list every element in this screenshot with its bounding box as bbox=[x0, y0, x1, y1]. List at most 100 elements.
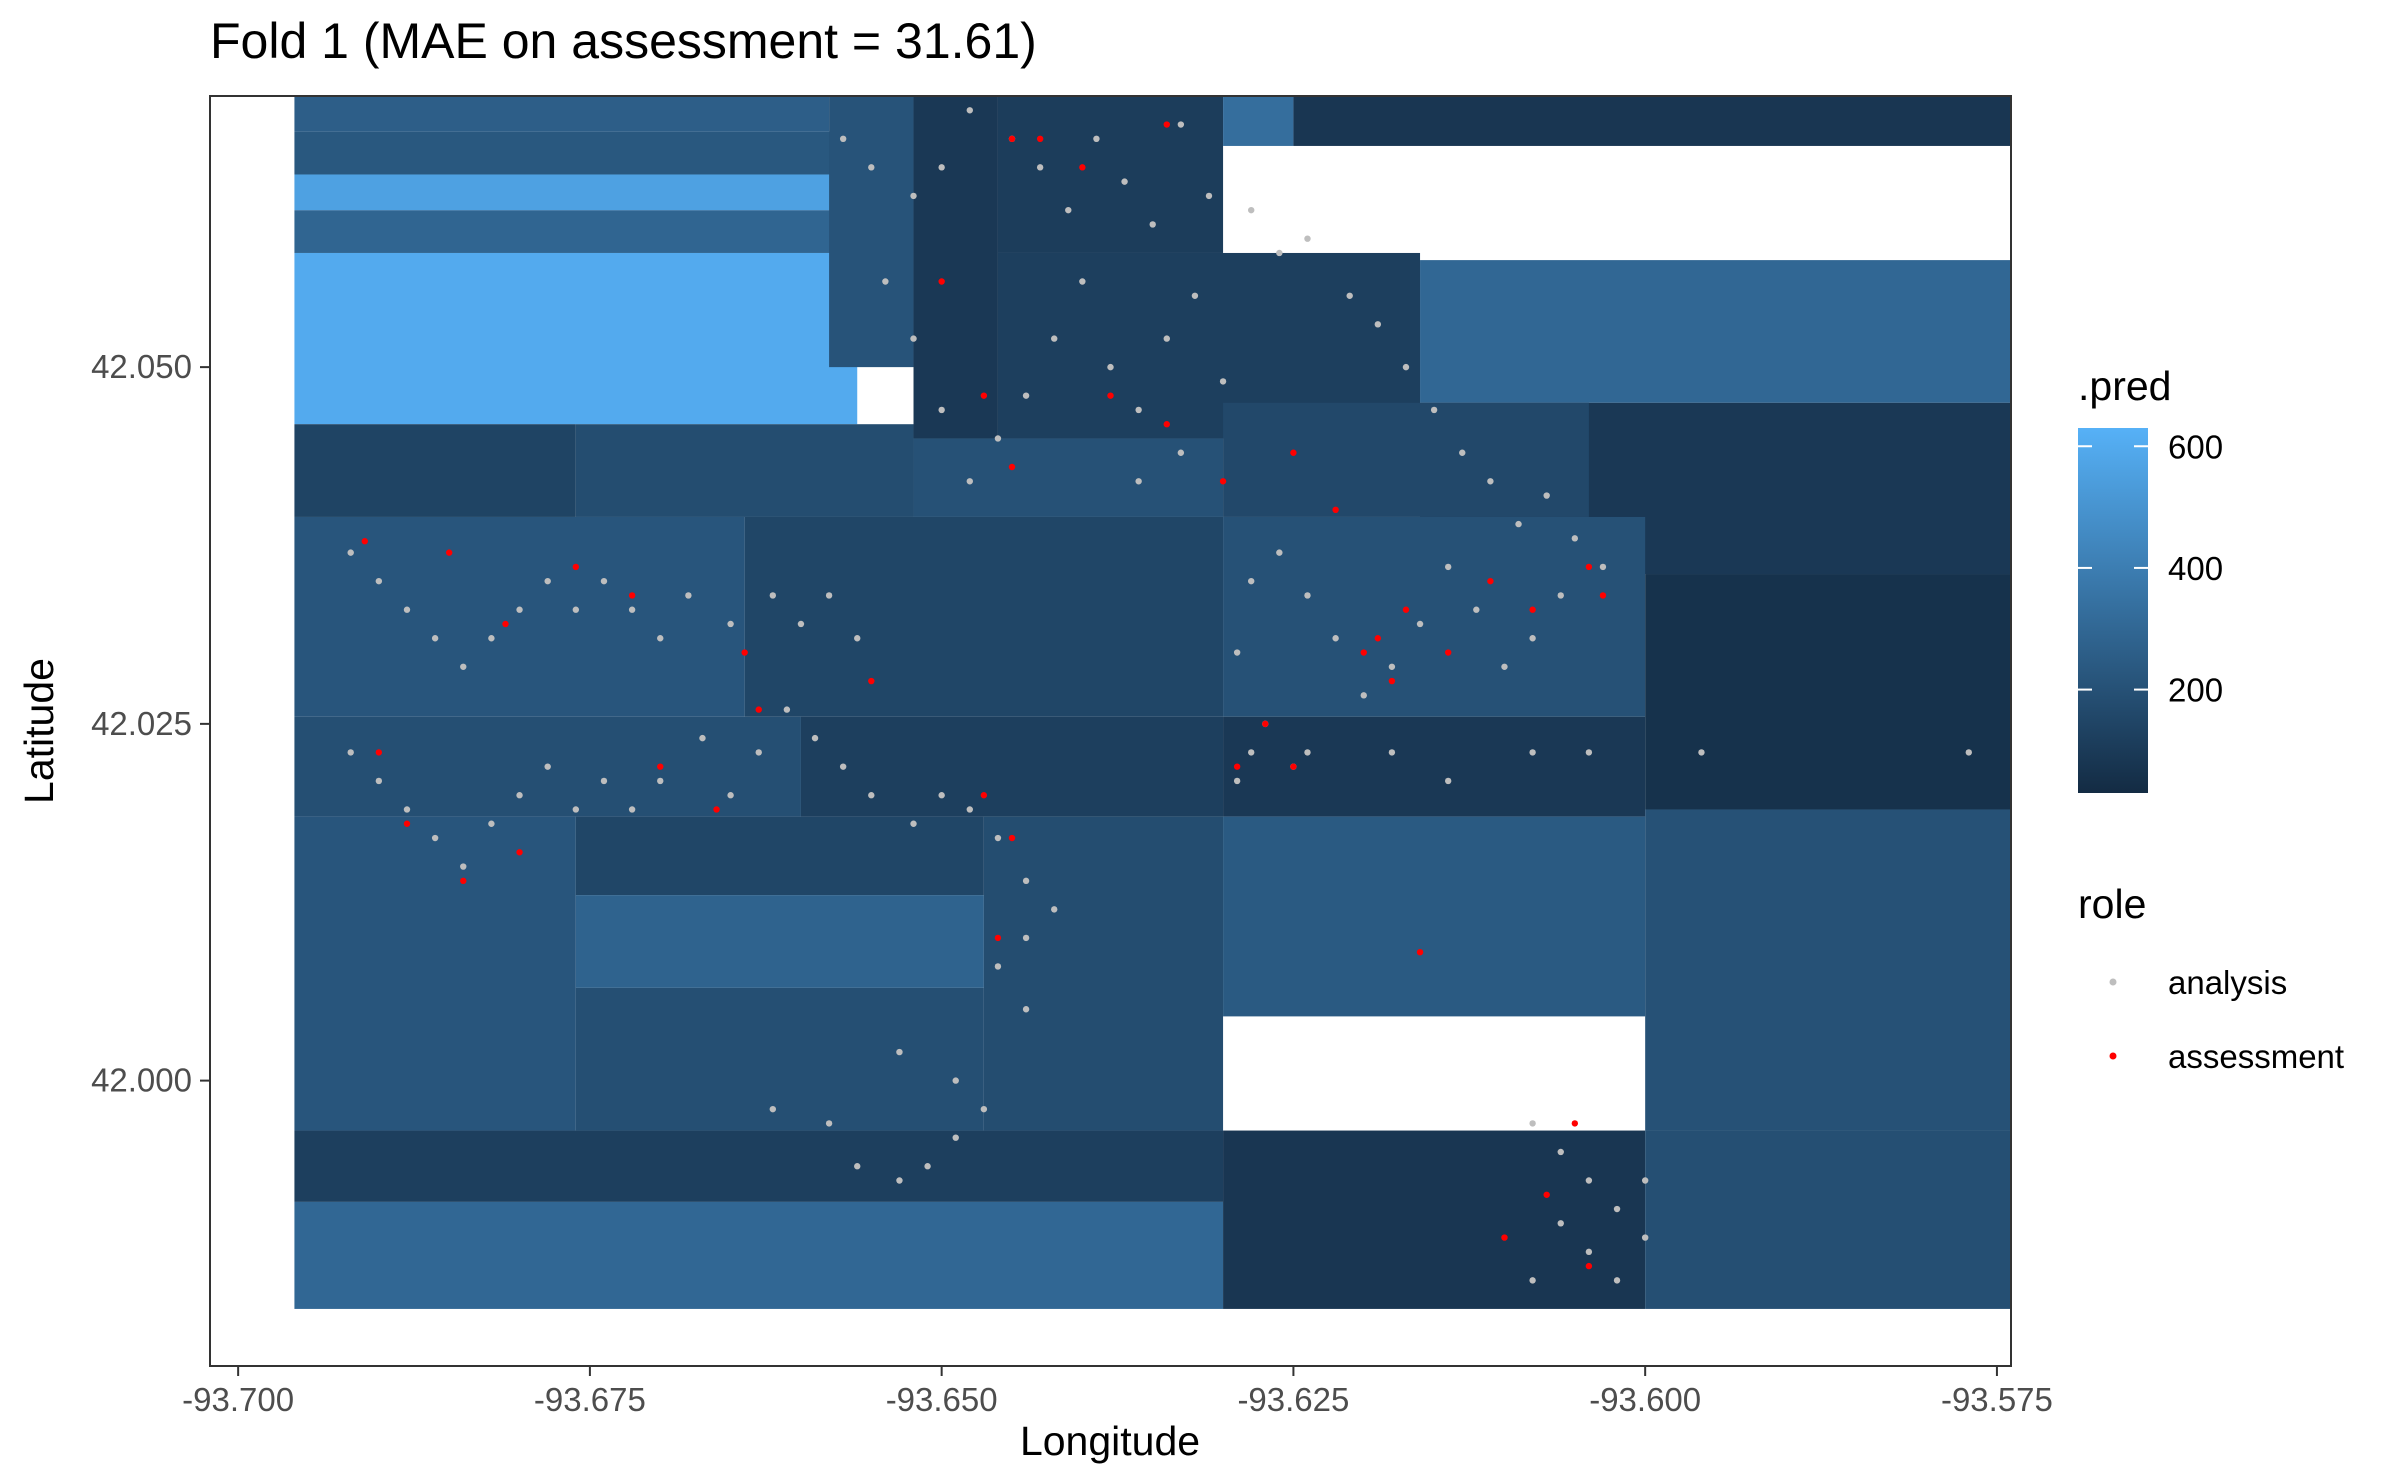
point-assessment bbox=[628, 592, 636, 599]
point-analysis bbox=[769, 592, 777, 599]
point-analysis bbox=[1036, 164, 1044, 171]
color-legend-title: .pred bbox=[2078, 363, 2171, 409]
point-analysis bbox=[1332, 635, 1339, 642]
point-analysis bbox=[994, 435, 1002, 442]
point-analysis bbox=[1515, 520, 1522, 528]
point-analysis bbox=[854, 635, 861, 642]
point-analysis bbox=[1079, 278, 1086, 285]
point-analysis bbox=[1093, 135, 1100, 143]
point-assessment bbox=[1107, 392, 1114, 399]
point-assessment bbox=[445, 549, 453, 556]
point-analysis bbox=[1205, 192, 1213, 200]
prediction-tile bbox=[294, 96, 830, 132]
prediction-tile bbox=[294, 174, 858, 211]
point-assessment bbox=[1262, 720, 1269, 728]
point-analysis bbox=[1065, 206, 1072, 214]
point-analysis bbox=[783, 706, 791, 713]
point-assessment bbox=[1163, 121, 1170, 128]
prediction-tile bbox=[294, 816, 576, 1131]
color-legend-label: 400 bbox=[2168, 550, 2223, 587]
point-assessment bbox=[980, 792, 988, 799]
point-analysis bbox=[1121, 178, 1128, 185]
point-analysis bbox=[1529, 749, 1536, 756]
point-analysis bbox=[1304, 749, 1311, 756]
point-analysis bbox=[1022, 392, 1030, 399]
prediction-tile bbox=[829, 96, 914, 368]
point-analysis bbox=[1163, 335, 1170, 342]
point-assessment bbox=[1079, 164, 1086, 171]
point-analysis bbox=[1613, 1205, 1621, 1213]
point-analysis bbox=[375, 777, 383, 785]
x-axis: -93.700 -93.675 -93.650 -93.625 -93.600 -93.5… bbox=[182, 1366, 2053, 1418]
point-analysis bbox=[600, 777, 608, 785]
point-analysis bbox=[1557, 1220, 1564, 1227]
point-analysis bbox=[966, 806, 973, 813]
point-analysis bbox=[544, 577, 551, 585]
point-analysis bbox=[882, 278, 889, 285]
point-analysis bbox=[769, 1105, 777, 1113]
point-assessment bbox=[1374, 635, 1382, 642]
point-assessment bbox=[1219, 478, 1227, 485]
point-analysis bbox=[1022, 877, 1030, 885]
x-tick-label: -93.700 bbox=[182, 1381, 294, 1418]
prediction-tile bbox=[913, 438, 1224, 517]
point-analysis bbox=[854, 1163, 861, 1170]
point-assessment bbox=[572, 563, 580, 571]
point-assessment bbox=[1388, 677, 1396, 685]
prediction-tile bbox=[294, 210, 858, 253]
prediction-tile bbox=[1223, 402, 1589, 517]
point-assessment bbox=[980, 392, 988, 399]
point-assessment bbox=[1416, 948, 1424, 956]
prediction-tile bbox=[294, 516, 745, 717]
point-analysis bbox=[403, 606, 411, 613]
point-analysis bbox=[1360, 692, 1367, 699]
point-analysis bbox=[1135, 406, 1142, 414]
point-analysis bbox=[1487, 478, 1494, 485]
legend-label-analysis: analysis bbox=[2168, 964, 2287, 1001]
prediction-tile bbox=[1420, 260, 2011, 403]
point-analysis bbox=[825, 592, 833, 599]
point-analysis bbox=[811, 734, 819, 742]
point-analysis bbox=[868, 164, 875, 171]
point-assessment bbox=[361, 538, 368, 545]
point-analysis bbox=[896, 1048, 903, 1056]
point-analysis bbox=[1416, 620, 1424, 628]
point-analysis bbox=[727, 792, 734, 799]
point-analysis bbox=[1135, 478, 1142, 485]
point-analysis bbox=[1444, 563, 1452, 571]
point-assessment bbox=[375, 749, 383, 756]
prediction-tile bbox=[1223, 716, 1646, 817]
point-analysis bbox=[431, 834, 439, 842]
point-analysis bbox=[994, 963, 1002, 970]
point-analysis bbox=[460, 663, 467, 670]
point-analysis bbox=[544, 763, 551, 770]
point-analysis bbox=[347, 549, 354, 556]
prediction-tile bbox=[1223, 96, 1294, 146]
point-analysis bbox=[1177, 449, 1185, 456]
point-analysis bbox=[657, 777, 664, 785]
point-assessment bbox=[1585, 1262, 1593, 1270]
point-analysis bbox=[657, 635, 664, 642]
point-analysis bbox=[1248, 206, 1255, 214]
point-analysis bbox=[910, 820, 917, 827]
point-analysis bbox=[1529, 1277, 1536, 1284]
point-analysis bbox=[839, 763, 847, 770]
point-analysis bbox=[1388, 749, 1396, 756]
color-legend-bar bbox=[2078, 428, 2148, 793]
point-assessment bbox=[713, 806, 720, 813]
point-analysis bbox=[727, 620, 734, 628]
point-analysis bbox=[952, 1077, 959, 1084]
point-analysis bbox=[1388, 663, 1396, 670]
point-assessment bbox=[1332, 506, 1339, 514]
prediction-tile bbox=[294, 1130, 1224, 1202]
point-analysis bbox=[755, 749, 762, 756]
point-analysis bbox=[966, 107, 973, 114]
prediction-tile bbox=[1293, 96, 2011, 146]
point-assessment bbox=[516, 849, 523, 856]
prediction-tile bbox=[1223, 516, 1646, 717]
prediction-tile bbox=[744, 516, 1224, 717]
point-analysis bbox=[1276, 549, 1283, 556]
point-analysis bbox=[938, 164, 945, 171]
point-analysis bbox=[1191, 292, 1199, 299]
